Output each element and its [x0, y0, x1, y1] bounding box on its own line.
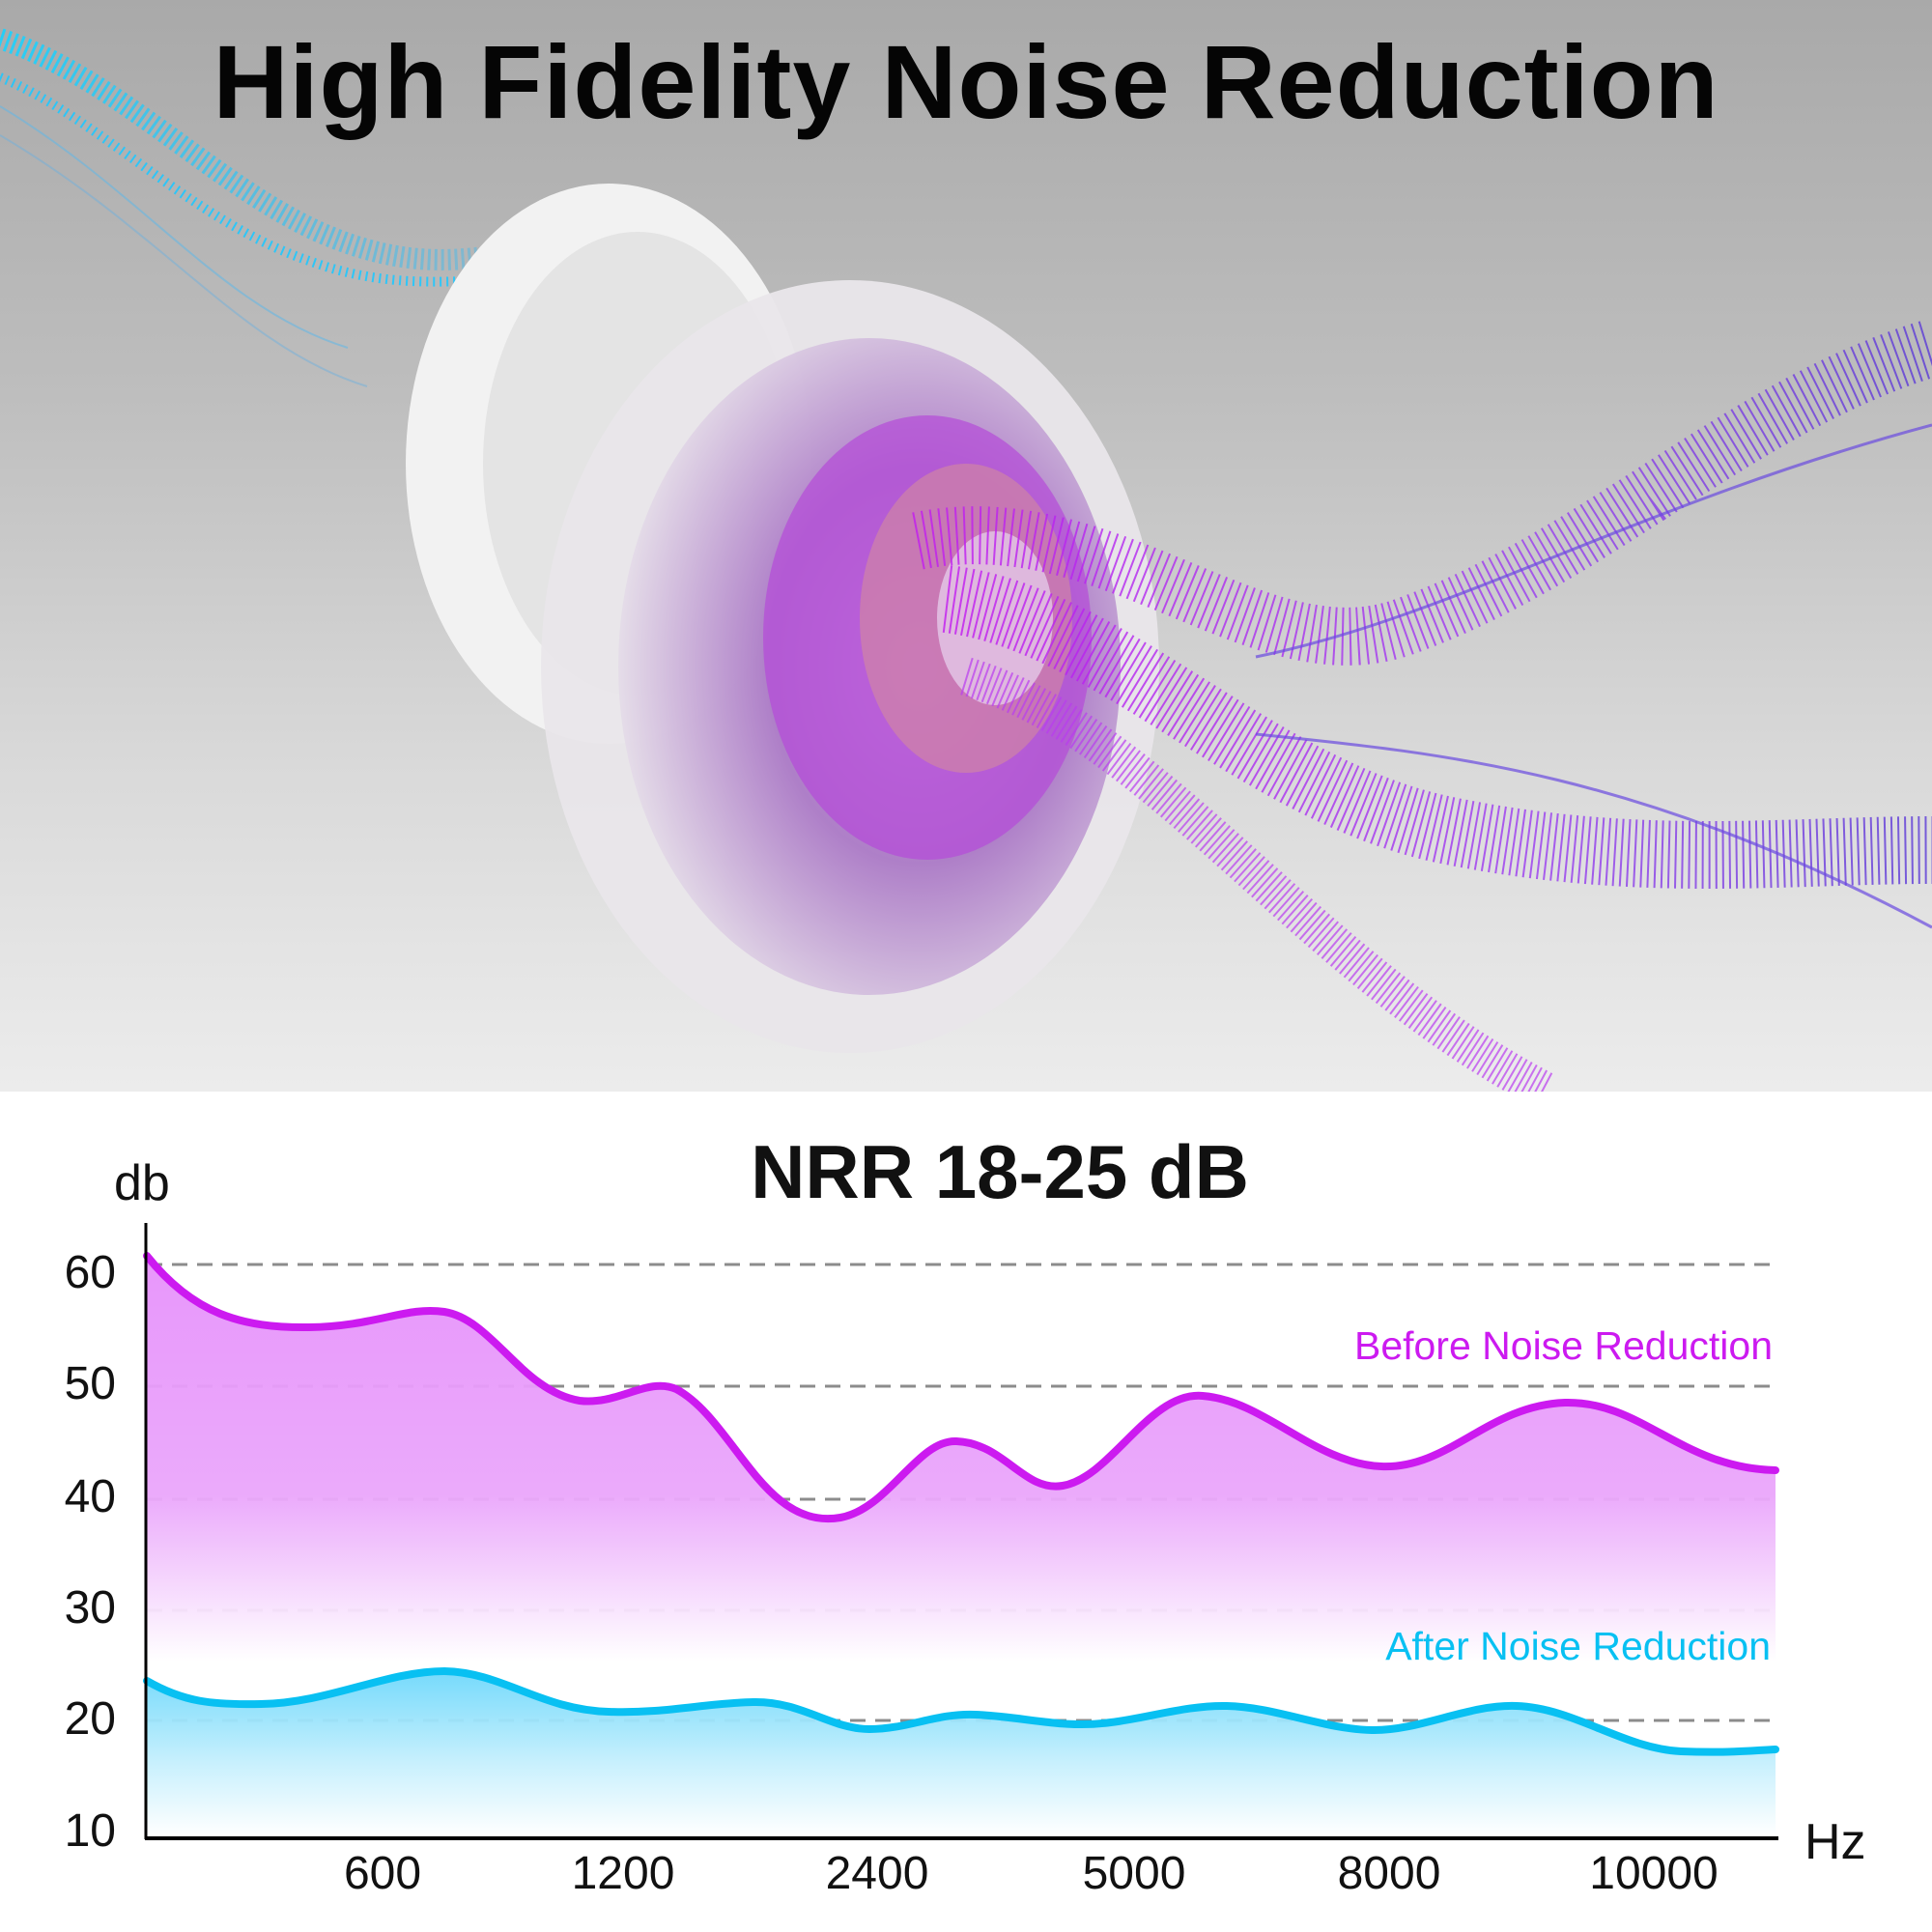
hero-banner: High Fidelity Noise Reduction	[0, 0, 1932, 1092]
x-tick-5000: 5000	[1082, 1848, 1186, 1899]
x-tick-8000: 8000	[1337, 1848, 1441, 1899]
y-tick-10: 10	[64, 1805, 116, 1857]
y-axis-unit: db	[114, 1155, 170, 1211]
y-tick-30: 30	[64, 1582, 116, 1634]
x-tick-10000: 10000	[1589, 1848, 1719, 1899]
cyan-sound-wave	[0, 28, 524, 387]
legend-before: Before Noise Reduction	[1353, 1323, 1773, 1368]
purple-sound-wave	[912, 320, 1932, 1092]
after-series-area	[147, 1671, 1776, 1835]
x-tick-600: 600	[343, 1848, 422, 1899]
y-tick-60: 60	[64, 1247, 116, 1298]
after-series-line	[143, 1666, 1779, 1756]
earplug-illustration	[0, 28, 1932, 1092]
x-tick-2400: 2400	[825, 1848, 929, 1899]
y-tick-20: 20	[64, 1693, 116, 1745]
page-title: High Fidelity Noise Reduction	[213, 23, 1719, 140]
x-tick-1200: 1200	[571, 1848, 675, 1899]
before-series-line	[143, 1252, 1779, 1523]
y-tick-50: 50	[64, 1358, 116, 1409]
x-axis-unit: Hz	[1804, 1814, 1866, 1870]
chart-title: NRR 18-25 dB	[751, 1129, 1249, 1214]
before-series-area	[147, 1256, 1776, 1662]
legend-after: After Noise Reduction	[1385, 1624, 1771, 1668]
y-tick-40: 40	[64, 1471, 116, 1522]
